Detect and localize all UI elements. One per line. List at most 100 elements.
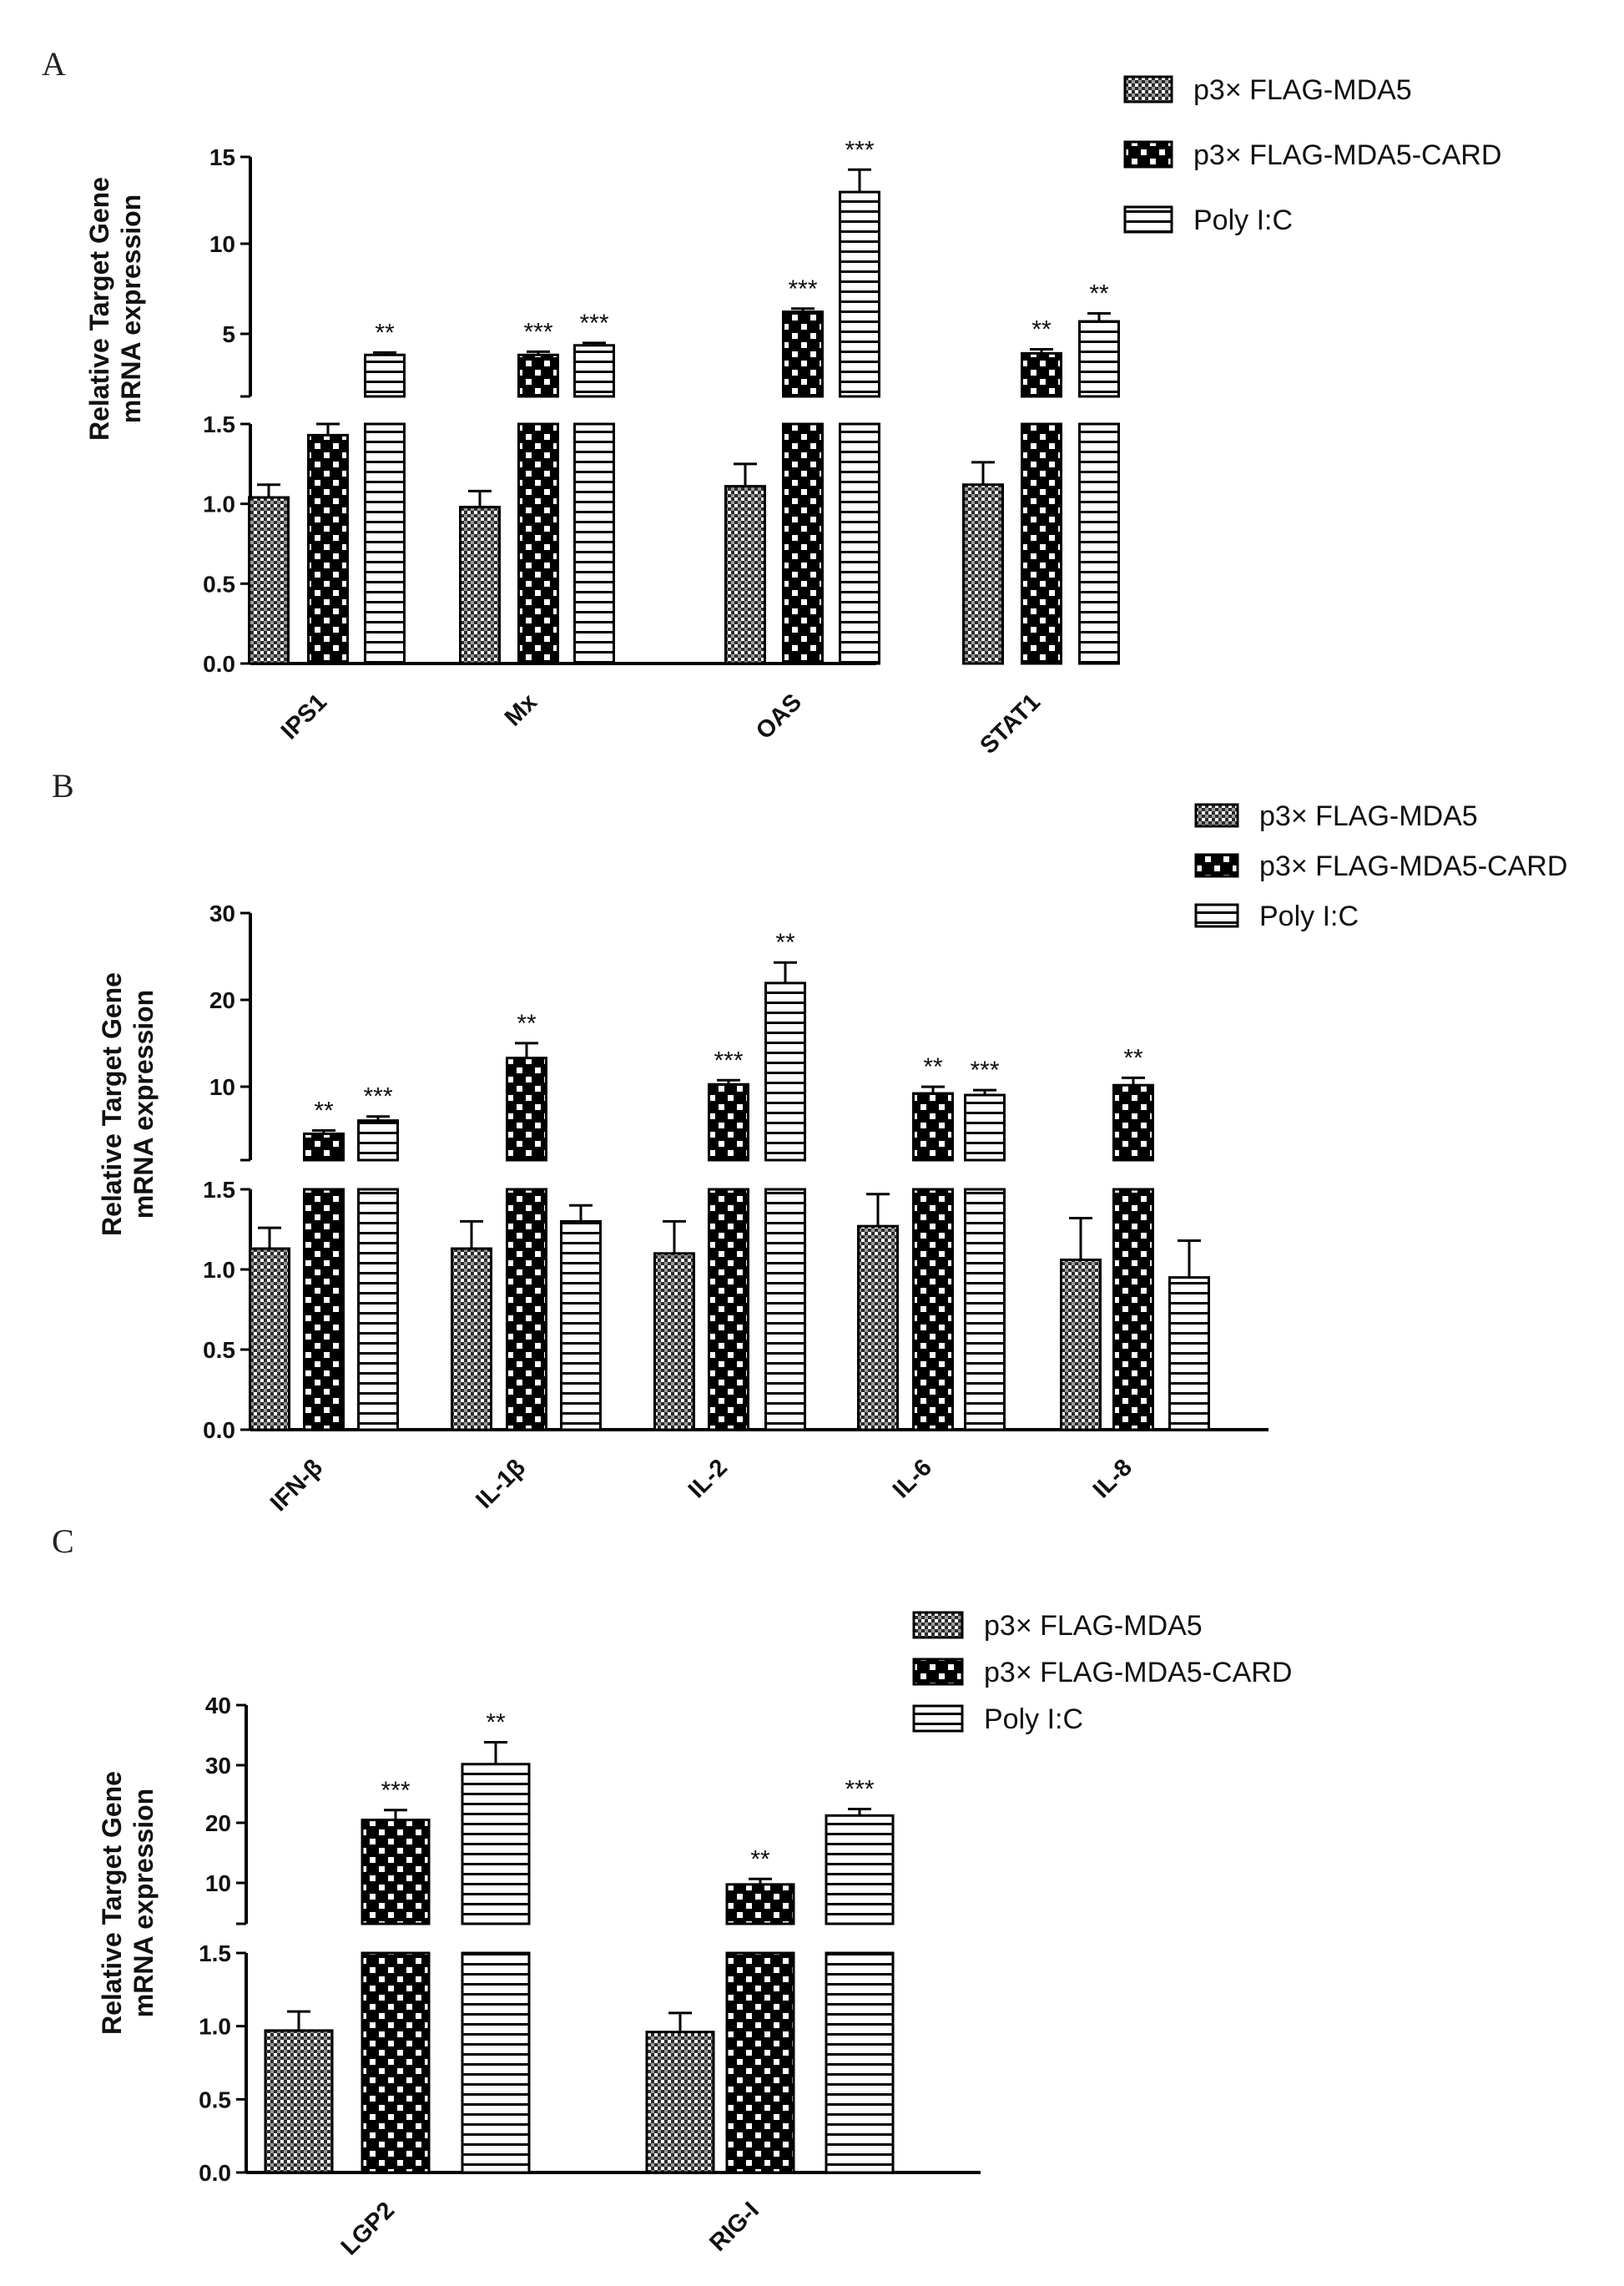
bar <box>573 344 615 398</box>
y-tick-label: 0.0 <box>199 2160 231 2186</box>
y-tick-label: 10 <box>209 231 235 257</box>
legend-swatch <box>912 1611 964 1639</box>
category-label: IL-8 <box>1088 1454 1137 1503</box>
bar <box>264 2029 334 2174</box>
bar <box>764 982 806 1162</box>
category-label: STAT1 <box>975 689 1046 759</box>
bar <box>517 422 559 665</box>
significance-label: ** <box>1031 316 1052 344</box>
bar <box>573 422 615 665</box>
legend-label: Poly I:C <box>984 1703 1083 1735</box>
legend-label: p3× FLAG-MDA5 <box>1259 800 1478 832</box>
bar <box>364 422 406 665</box>
legend-label: p3× FLAG-MDA5 <box>984 1610 1203 1642</box>
significance-label: *** <box>845 136 874 164</box>
significance-label: ** <box>314 1097 334 1124</box>
legend-swatch <box>1194 853 1239 878</box>
bar <box>361 1819 431 1925</box>
legend-swatch <box>1194 903 1239 928</box>
y-axis-label: Relative Target GenemRNA expression <box>97 972 159 1236</box>
significance-label: *** <box>579 310 608 337</box>
category-label: Mx <box>500 689 542 731</box>
y-tick-label: 20 <box>205 1810 231 1836</box>
y-tick-label: 1.5 <box>199 1940 231 1966</box>
legend-label: p3× FLAG-MDA5-CARD <box>1193 139 1501 171</box>
panel-letter: C <box>52 1522 74 1560</box>
significance-label: *** <box>788 275 817 303</box>
bar <box>1078 422 1120 665</box>
y-tick-label: 1.0 <box>199 2014 231 2040</box>
bar <box>708 1188 749 1431</box>
bar <box>357 1119 399 1162</box>
significance-label: *** <box>714 1047 743 1074</box>
bar <box>506 1057 547 1162</box>
bar <box>303 1188 345 1431</box>
bar <box>1112 1083 1154 1162</box>
bar <box>461 1951 531 2174</box>
bar <box>459 505 501 665</box>
y-tick-label: 30 <box>205 1753 231 1779</box>
bar <box>964 1093 1006 1162</box>
category-label: IL-1β <box>471 1454 531 1514</box>
bar <box>1021 422 1062 665</box>
bar <box>560 1219 602 1431</box>
significance-label: *** <box>970 1057 999 1084</box>
significance-label: *** <box>363 1083 392 1111</box>
y-tick-label: 1.5 <box>203 411 235 437</box>
significance-label: ** <box>486 1709 506 1737</box>
y-tick-label: 20 <box>209 987 235 1013</box>
bar <box>248 496 290 665</box>
y-tick-label: 0.5 <box>203 571 235 597</box>
significance-label: ** <box>1123 1044 1143 1072</box>
bar <box>517 353 559 398</box>
bar <box>451 1247 492 1431</box>
y-tick-label: 40 <box>205 1693 231 1718</box>
y-tick-label: 1.0 <box>203 1257 235 1283</box>
bar <box>1168 1276 1210 1431</box>
bar <box>725 1951 795 2174</box>
legend-swatch <box>1123 75 1173 103</box>
bar <box>357 1188 399 1431</box>
y-tick-label: 0.5 <box>199 2087 231 2112</box>
y-axis-label: Relative Target GenemRNA expression <box>84 177 146 441</box>
y-tick-label: 0.5 <box>203 1337 235 1363</box>
panel-letter: A <box>42 45 66 83</box>
category-label: IL-2 <box>683 1454 733 1503</box>
bar <box>764 1188 806 1431</box>
bar <box>839 190 880 398</box>
legend-swatch <box>1123 205 1173 234</box>
significance-label: *** <box>381 1777 410 1804</box>
legend-swatch <box>912 1658 964 1686</box>
panel-letter: B <box>52 767 74 805</box>
legend-label: p3× FLAG-MDA5-CARD <box>1259 850 1567 882</box>
bar <box>962 483 1004 665</box>
bar <box>645 2031 715 2174</box>
category-label: IL-6 <box>888 1454 937 1503</box>
y-tick-label: 10 <box>209 1074 235 1100</box>
bar <box>1060 1258 1102 1431</box>
bar <box>307 433 349 665</box>
bar <box>1078 320 1120 398</box>
y-tick-label: 1.5 <box>203 1177 235 1203</box>
significance-label: ** <box>375 319 395 346</box>
bar <box>461 1763 531 1925</box>
bar <box>1112 1188 1154 1431</box>
significance-label: ** <box>923 1053 943 1081</box>
bar <box>782 422 824 665</box>
bar <box>708 1082 749 1162</box>
category-label: RIG-I <box>704 2197 764 2257</box>
y-axis-label: Relative Target GenemRNA expression <box>97 1771 159 2035</box>
bar <box>724 485 766 665</box>
y-tick-label: 0.0 <box>203 1417 235 1443</box>
bar <box>506 1188 547 1431</box>
bar <box>857 1224 899 1431</box>
bar <box>782 310 824 398</box>
y-tick-label: 15 <box>209 144 235 170</box>
bar <box>1021 351 1062 398</box>
y-tick-label: 10 <box>205 1870 231 1896</box>
bar <box>839 422 880 665</box>
y-tick-label: 0.0 <box>203 651 235 677</box>
y-tick-label: 5 <box>222 321 235 347</box>
bar <box>964 1188 1006 1431</box>
